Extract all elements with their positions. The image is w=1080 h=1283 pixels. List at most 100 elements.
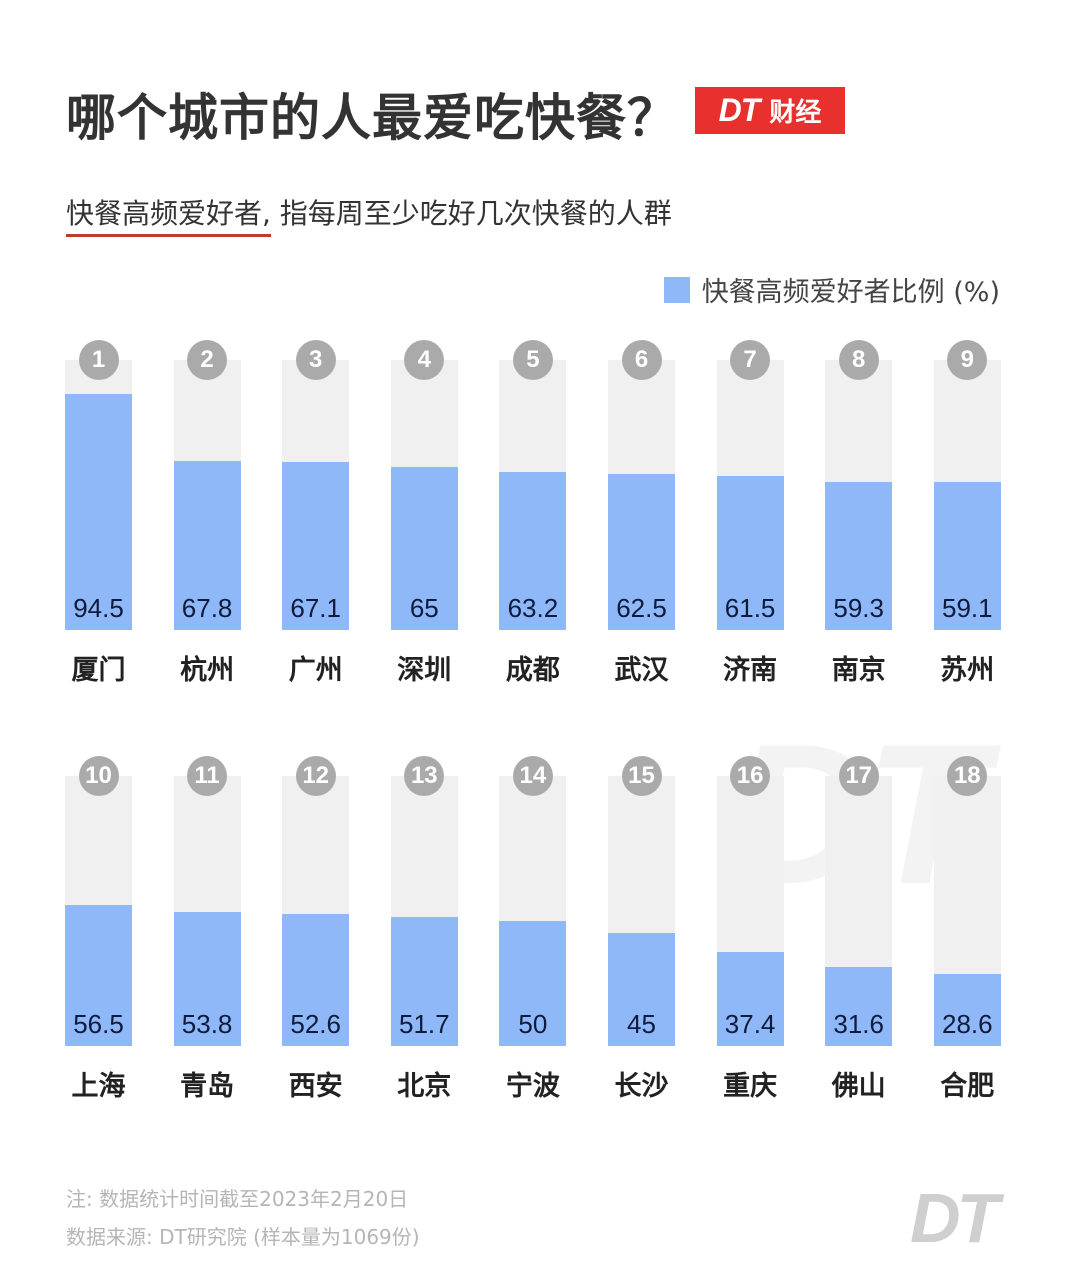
bar	[933, 974, 1001, 1046]
dt-logo: DT	[910, 1179, 999, 1257]
bar-value: 56.5	[73, 1009, 124, 1039]
bar	[65, 905, 132, 1046]
bar	[716, 476, 784, 630]
rank-badge: 6	[621, 340, 662, 380]
bar-column: 53.8 11 青岛	[173, 756, 241, 1102]
city-label: 长沙	[614, 1071, 669, 1102]
rank-badge: 3	[295, 340, 336, 380]
bar-column: 52.6 12 西安	[282, 756, 350, 1102]
city-label: 广州	[288, 655, 343, 686]
bar-value: 53.8	[181, 1009, 233, 1039]
bar-value: 59.3	[833, 593, 884, 623]
bar	[173, 912, 241, 1046]
bar-value: 67.8	[181, 593, 233, 623]
city-label: 上海	[71, 1071, 126, 1102]
bar-value: 65	[409, 593, 439, 623]
rank-badge: 1	[78, 340, 119, 380]
bar-column: 62.5 6 武汉	[608, 340, 675, 686]
rank-badge: 8	[838, 340, 879, 380]
bar	[825, 482, 893, 630]
city-label: 苏州	[940, 655, 995, 686]
rank-badge: 4	[404, 340, 445, 380]
bar	[499, 921, 567, 1046]
footnote-source: 数据来源: DT研究院 (样本量为1069份)	[66, 1225, 420, 1249]
bar-value: 52.6	[290, 1009, 341, 1039]
rank-badge: 18	[947, 756, 988, 796]
chart-row-1: 94.5 1 厦门 67.8 2 杭州 67.1 3 广州 65 4 深圳 63.2 5 成都 62.5 6 武汉…	[65, 340, 1001, 686]
bar-column: 59.1 9 苏州	[933, 340, 1001, 686]
rank-badge: 7	[730, 340, 771, 380]
city-label: 深圳	[397, 655, 452, 686]
bar-value: 67.1	[290, 593, 341, 623]
brand-badge: DT 财经	[695, 87, 845, 134]
bar	[716, 952, 784, 1046]
city-label: 西安	[288, 1071, 343, 1102]
bar	[608, 933, 675, 1046]
rank-badge: 12	[295, 756, 336, 796]
bar-column: 56.5 10 上海	[65, 756, 132, 1102]
bar-column: 37.4 16 重庆	[716, 756, 784, 1102]
bar	[65, 394, 132, 630]
rank-badge: 11	[187, 756, 228, 796]
city-label: 重庆	[723, 1071, 778, 1102]
footnote-date: 注: 数据统计时间截至2023年2月20日	[66, 1187, 409, 1211]
bar-value: 37.4	[724, 1009, 776, 1039]
bar-column: 67.8 2 杭州	[173, 340, 241, 686]
city-label: 杭州	[180, 655, 235, 686]
rank-badge: 10	[78, 756, 119, 796]
bar	[390, 917, 458, 1046]
city-label: 佛山	[831, 1071, 886, 1102]
rank-badge: 16	[730, 756, 771, 796]
bar-value: 51.7	[398, 1009, 450, 1039]
rank-badge: 5	[512, 340, 553, 380]
bar-value: 61.5	[724, 593, 776, 623]
legend: 快餐高频爱好者比例 (%)	[663, 270, 1000, 309]
bar	[282, 462, 350, 630]
city-label: 北京	[397, 1071, 452, 1102]
city-label: 宁波	[505, 1071, 560, 1102]
bar-value: 50	[518, 1009, 548, 1039]
bar	[608, 474, 675, 630]
brand-badge-dt: DT	[718, 92, 761, 128]
bar	[825, 967, 893, 1046]
bar-column: 65 4 深圳	[390, 340, 458, 686]
city-label: 合肥	[940, 1071, 995, 1102]
bar-value: 28.6	[941, 1009, 993, 1039]
bar-column: 63.2 5 成都	[499, 340, 567, 686]
rank-badge: 2	[187, 340, 228, 380]
bar	[933, 482, 1001, 630]
rank-badge: 14	[512, 756, 553, 796]
bar-value: 63.2	[507, 593, 559, 623]
chart-subtitle: 快餐高频爱好者, 指每周至少吃好几次快餐的人群	[66, 192, 672, 237]
bar-column: 28.6 18 合肥	[933, 756, 1001, 1102]
bar-column: 67.1 3 广州	[282, 340, 350, 686]
bar-value: 31.6	[833, 1009, 884, 1039]
bar	[390, 467, 458, 630]
bar	[499, 472, 567, 630]
city-label: 厦门	[71, 655, 126, 686]
city-label: 青岛	[180, 1071, 235, 1102]
bar-column: 94.5 1 厦门	[65, 340, 132, 686]
rank-badge: 17	[838, 756, 879, 796]
bar-value: 94.5	[73, 593, 124, 623]
bar-column: 51.7 13 北京	[390, 756, 458, 1102]
bar	[173, 461, 241, 630]
rank-badge: 13	[404, 756, 445, 796]
city-label: 武汉	[614, 655, 669, 686]
subtitle-rest: 指每周至少吃好几次快餐的人群	[270, 197, 672, 230]
brand-badge-text: 财经	[769, 98, 822, 128]
legend-swatch	[663, 276, 690, 303]
city-label: 成都	[505, 655, 560, 686]
bar-column: 45 15 长沙	[608, 756, 675, 1102]
bar-column: 61.5 7 济南	[716, 340, 784, 686]
chart-title: 哪个城市的人最爱吃快餐？	[66, 89, 678, 147]
city-label: 南京	[831, 655, 886, 686]
bar	[282, 914, 350, 1046]
city-label: 济南	[723, 655, 778, 686]
bar-column: 50 14 宁波	[499, 756, 567, 1102]
bar-value: 62.5	[616, 593, 667, 623]
legend-label: 快餐高频爱好者比例 (%)	[701, 277, 1000, 308]
bar-column: 59.3 8 南京	[825, 340, 893, 686]
bar-value: 59.1	[941, 593, 993, 623]
rank-badge: 15	[621, 756, 662, 796]
